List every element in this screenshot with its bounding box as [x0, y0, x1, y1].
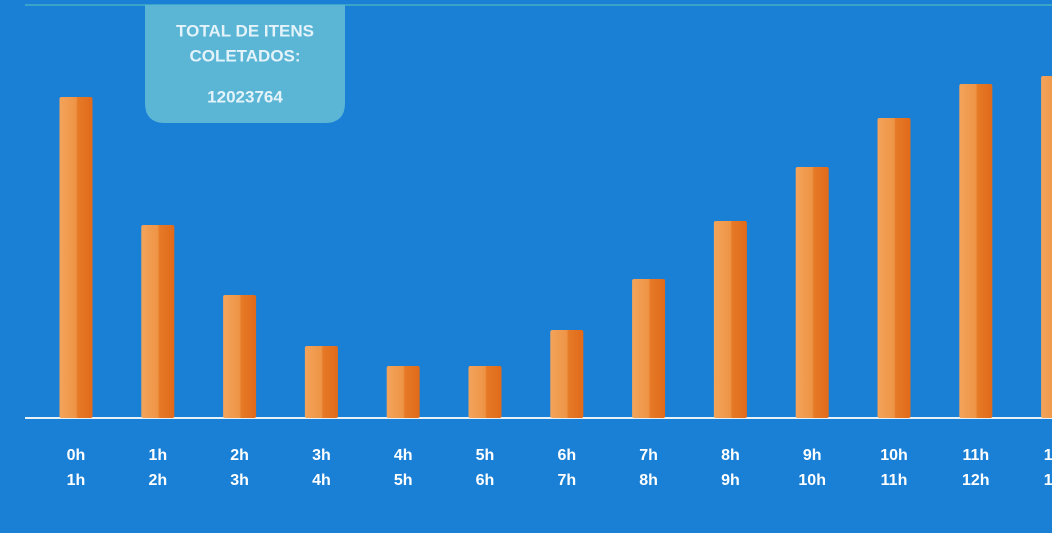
bar — [386, 366, 420, 418]
x-tick-label: 2h — [230, 447, 249, 464]
bar — [223, 295, 257, 418]
total-box — [145, 5, 345, 123]
bar — [141, 225, 175, 418]
x-tick-label: 10h — [798, 472, 826, 489]
x-tick-label: 7h — [557, 472, 576, 489]
x-tick-label: 1h — [148, 447, 167, 464]
x-tick-label: 6h — [476, 472, 495, 489]
bar — [877, 118, 911, 418]
bar — [468, 366, 502, 418]
x-tick-label: 1h — [67, 472, 86, 489]
x-tick-label: 9h — [803, 447, 822, 464]
bar — [304, 346, 338, 418]
x-tick-label: 11h — [962, 447, 989, 464]
x-tick-label: 4h — [394, 447, 413, 464]
x-tick-label: 4h — [312, 472, 331, 489]
x-tick-label: 8h — [721, 447, 740, 464]
x-tick-label: 5h — [394, 472, 413, 489]
x-tick-label: 3h — [312, 447, 331, 464]
x-tick-label: 6h — [557, 447, 576, 464]
x-tick-label: 10h — [880, 447, 908, 464]
total-label: COLETADOS: — [189, 46, 300, 65]
total-value: 12023764 — [207, 87, 283, 106]
bar — [713, 221, 747, 418]
total-label: TOTAL DE ITENS — [176, 21, 314, 40]
x-tick-label: 7h — [639, 447, 658, 464]
bar — [59, 97, 93, 418]
x-tick-label: 3h — [230, 472, 249, 489]
x-tick-label: 2h — [148, 472, 167, 489]
bar — [959, 84, 993, 418]
x-tick-label: 11h — [881, 472, 908, 489]
bar — [795, 167, 829, 418]
x-tick-label: 9h — [721, 472, 740, 489]
x-tick-label: 12h — [962, 472, 990, 489]
x-tick-label: 5h — [476, 447, 495, 464]
bar — [1041, 76, 1052, 418]
x-tick-label: 8h — [639, 472, 658, 489]
bar — [632, 279, 666, 418]
x-tick-label: 13h — [1044, 472, 1052, 489]
x-tick-label: 12h — [1044, 447, 1052, 464]
bar — [550, 330, 584, 418]
x-tick-label: 0h — [67, 447, 86, 464]
